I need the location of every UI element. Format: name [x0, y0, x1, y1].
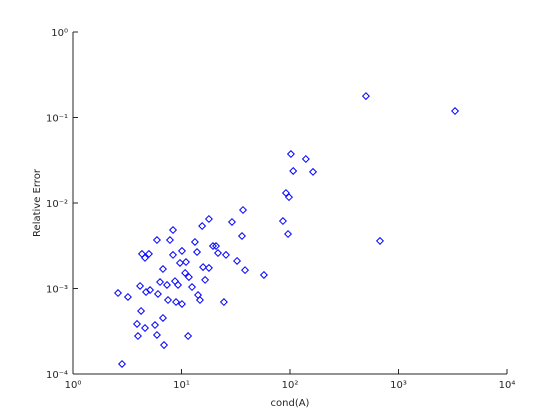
marker — [153, 289, 162, 298]
marker — [170, 277, 179, 286]
marker — [361, 92, 370, 101]
x-tick-label: 10³ — [390, 380, 407, 391]
marker — [141, 253, 150, 262]
marker — [241, 266, 250, 275]
marker — [195, 296, 204, 305]
marker — [114, 289, 123, 298]
marker — [212, 242, 221, 251]
y-tick-label: 10⁻³ — [46, 285, 68, 296]
x-axis-label: cond(A) — [271, 398, 310, 409]
marker — [237, 232, 246, 241]
y-tick-label: 10⁻² — [46, 199, 68, 210]
marker — [188, 283, 197, 292]
marker — [177, 299, 186, 308]
x-tick-label: 10¹ — [173, 380, 190, 391]
marker — [123, 292, 132, 301]
marker — [309, 167, 318, 176]
x-tick-label: 10⁴ — [499, 380, 516, 391]
marker — [177, 246, 186, 255]
marker — [174, 280, 183, 289]
marker — [221, 250, 230, 259]
marker — [152, 236, 161, 245]
marker — [199, 263, 208, 272]
marker — [158, 265, 167, 274]
marker — [165, 236, 174, 245]
marker — [375, 236, 384, 245]
marker — [227, 217, 237, 226]
marker — [137, 306, 146, 315]
marker — [136, 281, 145, 290]
marker — [144, 249, 153, 258]
marker — [152, 330, 161, 339]
marker — [133, 332, 142, 341]
marker — [163, 296, 173, 305]
marker — [284, 229, 293, 239]
marker — [168, 250, 178, 259]
marker — [301, 154, 310, 164]
marker — [286, 150, 295, 159]
marker — [181, 258, 190, 267]
marker — [181, 268, 190, 277]
marker — [284, 193, 294, 202]
marker — [184, 332, 193, 341]
marker — [213, 249, 223, 258]
y-axis-label: Relative Error — [32, 168, 43, 237]
y-tick-label: 10⁰ — [51, 28, 68, 39]
marker — [190, 237, 199, 246]
marker — [289, 166, 298, 175]
marker — [162, 280, 171, 289]
marker — [198, 222, 207, 231]
marker — [193, 248, 202, 257]
marker — [175, 258, 184, 267]
marker — [151, 321, 160, 330]
marker — [133, 319, 142, 328]
x-tick-label: 10² — [282, 380, 299, 391]
marker — [160, 341, 169, 350]
marker — [156, 278, 165, 287]
marker — [141, 324, 150, 333]
marker — [233, 256, 242, 265]
marker — [158, 313, 167, 322]
marker — [451, 107, 460, 116]
marker — [219, 298, 228, 307]
marker — [239, 206, 248, 215]
marker — [118, 359, 127, 368]
marker — [146, 286, 155, 295]
marker — [201, 275, 210, 284]
marker — [184, 273, 193, 282]
marker — [259, 270, 268, 279]
marker — [204, 214, 213, 224]
marker — [278, 217, 287, 226]
y-tick-label: 10⁻¹ — [46, 114, 68, 125]
marker — [204, 263, 213, 272]
marker — [137, 249, 146, 258]
marker — [168, 226, 178, 235]
y-tick-label: 10⁻⁴ — [46, 370, 68, 381]
marker — [208, 242, 217, 251]
marker — [172, 298, 181, 307]
x-tick-label: 10⁰ — [65, 380, 82, 391]
